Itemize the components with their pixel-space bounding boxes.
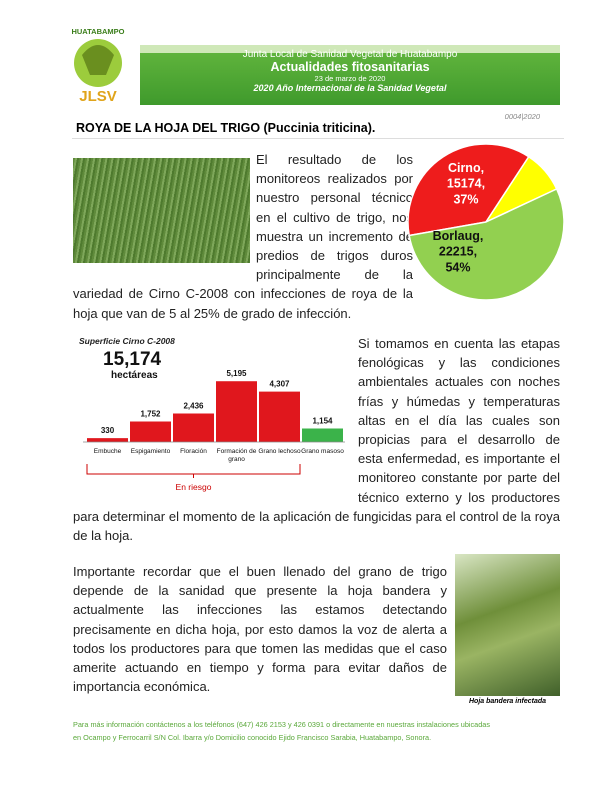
leaf-photo-box: Hoja bandera infectada <box>455 554 560 705</box>
value-label: 330 <box>101 426 115 435</box>
bar <box>259 391 300 442</box>
risk-bracket <box>86 464 301 478</box>
paragraph: Importante recordar que el buen llenado … <box>73 564 447 695</box>
headline-unit: hectáreas <box>111 370 158 381</box>
photo-caption: Hoja bandera infectada <box>468 698 547 705</box>
header-title: Actualidades fitosanitarias <box>270 60 430 74</box>
footer: Para más información contáctenos a los t… <box>73 718 490 744</box>
slice-label: 22215, <box>439 245 477 259</box>
bar-chart-title: Superficie Cirno C-2008 <box>79 336 175 346</box>
paragraph: Si tomamos en cuenta las etapas fenológi… <box>73 336 560 544</box>
footer-line: en Ocampo y Ferrocarril S/N Col. Ibarra … <box>73 733 432 742</box>
bracket-label: En riesgo <box>176 482 212 492</box>
doc-number: 0004|2020 <box>504 112 540 121</box>
slice-label: 15174, <box>447 177 485 191</box>
motto: 2020 Año Internacional de la Sanidad Veg… <box>253 83 447 93</box>
paragraph: El resultado de los monitoreos realizado… <box>73 152 413 321</box>
pie-slice <box>407 143 530 237</box>
value-label: 2,436 <box>183 401 204 410</box>
bar <box>302 428 343 442</box>
category-label: Espigamiento <box>130 448 171 455</box>
logo-top: HUATABAMPO <box>71 27 124 36</box>
logo-leaf <box>82 45 114 75</box>
slice-label: 54% <box>445 260 470 274</box>
pie-slice <box>408 187 565 301</box>
footer-line: Para más información contáctenos a los t… <box>73 720 490 729</box>
slice-label: 37% <box>453 192 478 206</box>
value-label: 5,195 <box>226 369 247 378</box>
paragraph-block-3: Hoja bandera infectada Importante record… <box>73 554 560 709</box>
headline: 15,174 <box>103 349 162 370</box>
pie-chart: Cirno,15174,37%Otros,3616, 9%Borlaug,222… <box>407 143 565 301</box>
bar <box>87 438 128 442</box>
category-label: Embuche <box>93 448 122 455</box>
logo: HUATABAMPO JLSV <box>62 25 134 105</box>
section-title: ROYA DE LA HOJA DEL TRIGO (Puccinia trit… <box>72 121 564 139</box>
category-label: Grano lechoso <box>258 448 301 455</box>
category-label: Grano masoso <box>301 448 344 455</box>
leaf-photo <box>455 554 560 696</box>
logo-bottom: JLSV <box>79 88 117 105</box>
bar-chart: Superficie Cirno C-2008 15,174 hectáreas 33… <box>73 334 353 502</box>
organization: Junta Local de Sanidad Vegetal de Huatab… <box>242 49 458 60</box>
slice-label: Cirno, <box>448 161 484 175</box>
logo-graphic: HUATABAMPO JLSV <box>71 27 124 105</box>
category-label: Floración <box>180 448 207 455</box>
bar <box>216 381 257 442</box>
bar <box>130 421 171 442</box>
date: 23 de marzo de 2020 <box>314 74 386 83</box>
slice-label: Borlaug, <box>433 229 484 243</box>
value-label: 4,307 <box>269 380 290 389</box>
field-photo <box>73 158 250 263</box>
header-banner: Junta Local de Sanidad Vegetal de Huatab… <box>140 45 560 105</box>
bar <box>173 413 214 442</box>
value-label: 1,752 <box>140 410 161 419</box>
paragraph-block-2: Superficie Cirno C-2008 15,174 hectáreas 33… <box>73 334 560 545</box>
value-label: 1,154 <box>312 416 333 425</box>
category-label: Formación de grano <box>216 448 257 463</box>
paragraph-block-1: El resultado de los monitoreos realizado… <box>73 150 413 323</box>
